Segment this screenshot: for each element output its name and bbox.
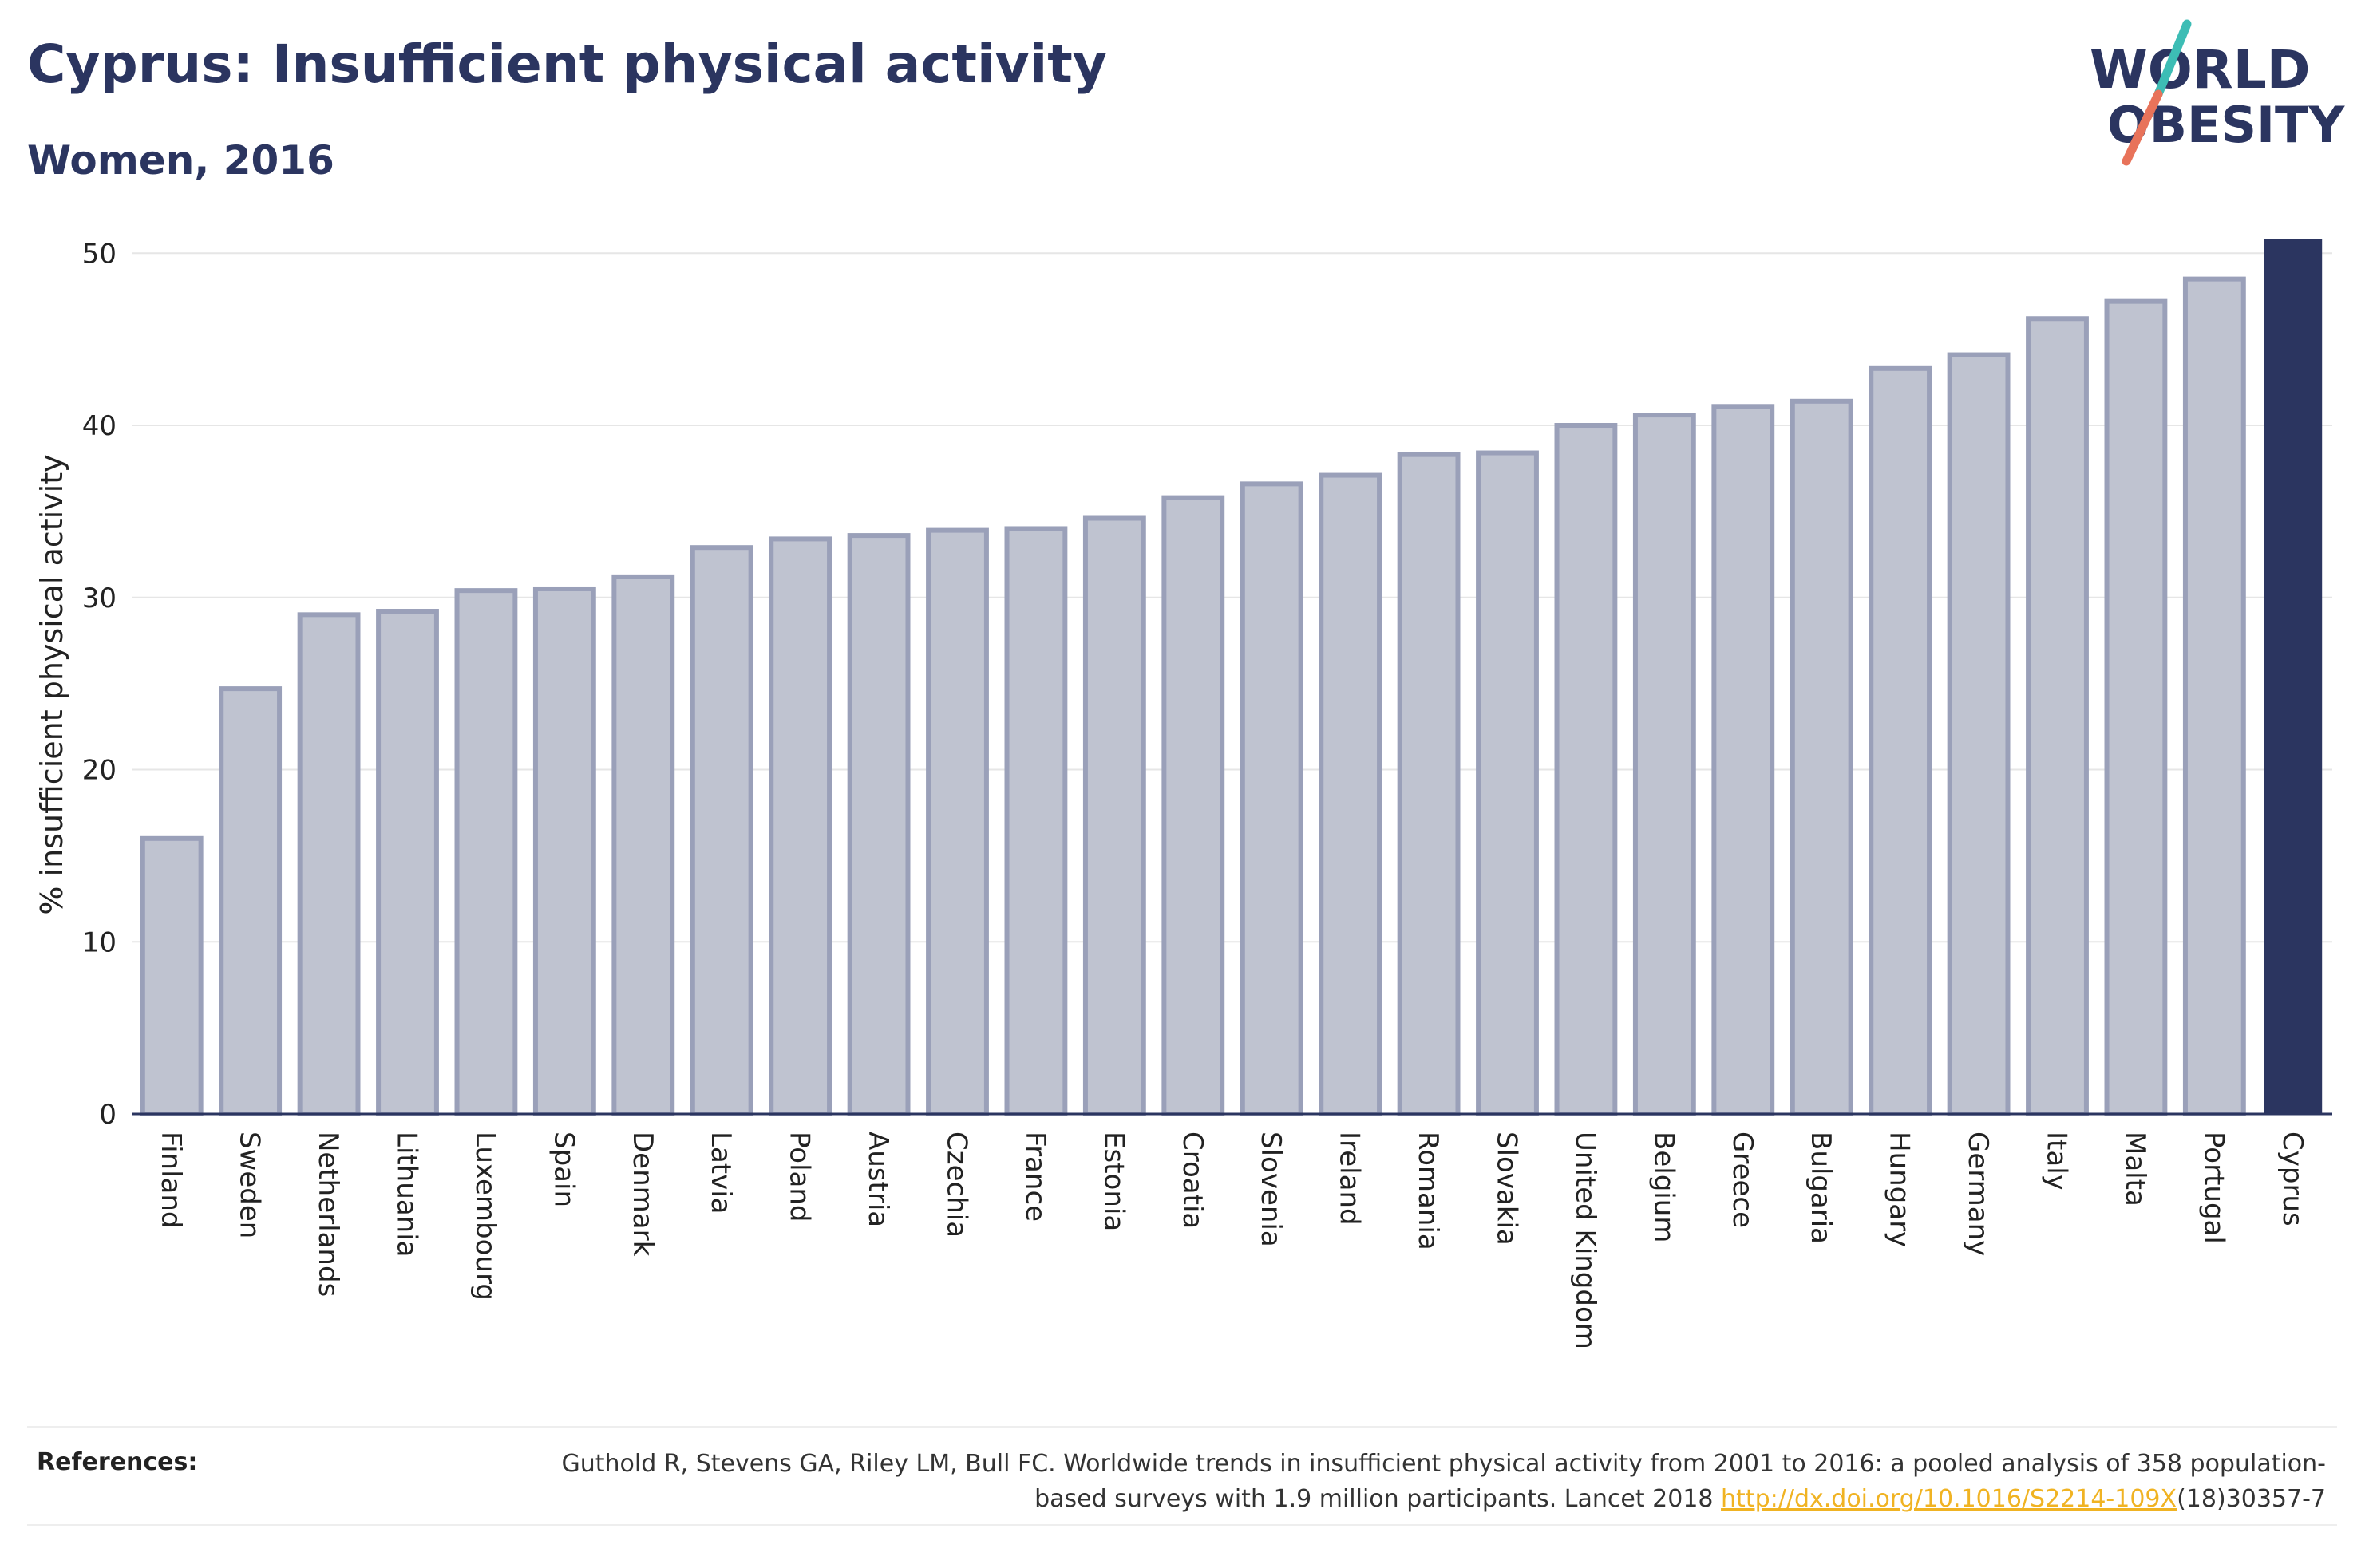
- chart-subtitle: Women, 2016: [27, 137, 334, 184]
- chart-title: Cyprus: Insufficient physical activity: [27, 34, 1107, 95]
- x-tick-label: Germany: [1962, 1132, 1994, 1256]
- x-tick-label: Bulgaria: [1805, 1132, 1837, 1244]
- y-tick-label: 50: [82, 238, 117, 270]
- x-tick-label: Denmark: [627, 1132, 658, 1257]
- bar-greece: [1711, 404, 1775, 1117]
- x-tick-label: Spain: [548, 1132, 579, 1207]
- bar-czechia: [926, 527, 989, 1116]
- world-obesity-logo: WORLD OBESITY: [2090, 19, 2345, 166]
- references-text: Guthold R, Stevens GA, Riley LM, Bull FC…: [490, 1447, 2326, 1517]
- bar-poland: [769, 536, 832, 1116]
- bar-lithuania: [376, 609, 439, 1116]
- bar-ireland: [1319, 472, 1382, 1116]
- bar-denmark: [611, 574, 675, 1116]
- references-label: References:: [37, 1448, 198, 1476]
- reference-citation-suffix: (18)30357-7: [2177, 1485, 2326, 1513]
- bar-malta: [2104, 298, 2168, 1116]
- bar-netherlands: [297, 612, 361, 1116]
- y-tick-label: 0: [99, 1099, 117, 1131]
- bar-italy: [2026, 316, 2089, 1116]
- bar-finland: [140, 835, 204, 1116]
- x-tick-labels: Finland Sweden Netherlands Lithuania Luxembo…: [155, 1132, 2308, 1349]
- x-tick-label: Greece: [1726, 1132, 1758, 1228]
- references-divider-bottom: [27, 1524, 2337, 1526]
- x-tick-label: Latvia: [705, 1132, 737, 1215]
- logo-slash-top: [2153, 19, 2192, 99]
- x-tick-label: Slovakia: [1491, 1132, 1523, 1246]
- x-tick-label: Malta: [2119, 1132, 2151, 1207]
- reference-doi-link[interactable]: http://dx.doi.org/10.1016/S2214-109X: [1721, 1485, 2177, 1513]
- y-tick-label: 40: [82, 410, 117, 442]
- x-tick-label: Luxembourg: [469, 1132, 501, 1301]
- x-tick-label: Finland: [155, 1132, 187, 1229]
- y-tick-label: 20: [82, 755, 117, 787]
- y-tick-label: 10: [82, 926, 117, 958]
- bar-chart: Finland Sweden Netherlands Lithuania Luxembo…: [34, 238, 2332, 1349]
- x-tick-label: Italy: [2041, 1132, 2073, 1191]
- references-divider-top: [27, 1426, 2337, 1428]
- bar-slovenia: [1240, 481, 1303, 1116]
- x-tick-label: Croatia: [1177, 1132, 1208, 1229]
- logo-line-1: WORLD: [2090, 39, 2311, 101]
- x-tick-label: Romania: [1412, 1132, 1444, 1250]
- bar-cyprus: [2264, 239, 2323, 1114]
- bars: [140, 239, 2323, 1117]
- bar-estonia: [1082, 515, 1146, 1116]
- x-tick-label: Netherlands: [312, 1132, 344, 1297]
- x-tick-label: Slovenia: [1255, 1132, 1287, 1247]
- x-tick-label: Czechia: [941, 1132, 973, 1238]
- bar-spain: [532, 586, 596, 1116]
- y-tick-label: 30: [82, 583, 117, 614]
- bar-austria: [847, 533, 911, 1116]
- x-tick-label: Sweden: [234, 1132, 266, 1238]
- x-tick-label: Hungary: [1884, 1132, 1916, 1247]
- logo-slash-bottom: [2122, 89, 2163, 166]
- bar-bulgaria: [1790, 398, 1853, 1116]
- bar-united-kingdom: [1554, 423, 1618, 1116]
- x-tick-label: France: [1019, 1132, 1051, 1222]
- bar-romania: [1397, 452, 1461, 1116]
- x-tick-label: Poland: [784, 1132, 816, 1222]
- x-tick-label: United Kingdom: [1569, 1132, 1601, 1349]
- bar-slovakia: [1476, 450, 1539, 1116]
- bar-luxembourg: [454, 588, 518, 1116]
- bar-croatia: [1161, 495, 1225, 1116]
- x-tick-label: Cyprus: [2276, 1132, 2308, 1226]
- bar-france: [1004, 526, 1068, 1116]
- x-tick-label: Lithuania: [391, 1132, 423, 1257]
- reference-citation: Guthold R, Stevens GA, Riley LM, Bull FC…: [561, 1450, 2326, 1513]
- bar-latvia: [690, 545, 753, 1116]
- bar-portugal: [2182, 276, 2246, 1116]
- x-tick-label: Austria: [862, 1132, 894, 1227]
- bar-belgium: [1632, 413, 1696, 1116]
- x-tick-label: Portugal: [2197, 1132, 2229, 1244]
- x-tick-label: Belgium: [1647, 1132, 1679, 1242]
- x-tick-label: Estonia: [1097, 1132, 1129, 1231]
- x-tick-label: Ireland: [1334, 1132, 1366, 1226]
- bar-sweden: [219, 686, 283, 1116]
- y-axis-title: % insufficient physical activity: [34, 454, 69, 914]
- y-tick-labels: 0 10 20 30 40 50: [82, 238, 117, 1131]
- bar-germany: [1947, 352, 2011, 1116]
- bar-hungary: [1869, 365, 1932, 1116]
